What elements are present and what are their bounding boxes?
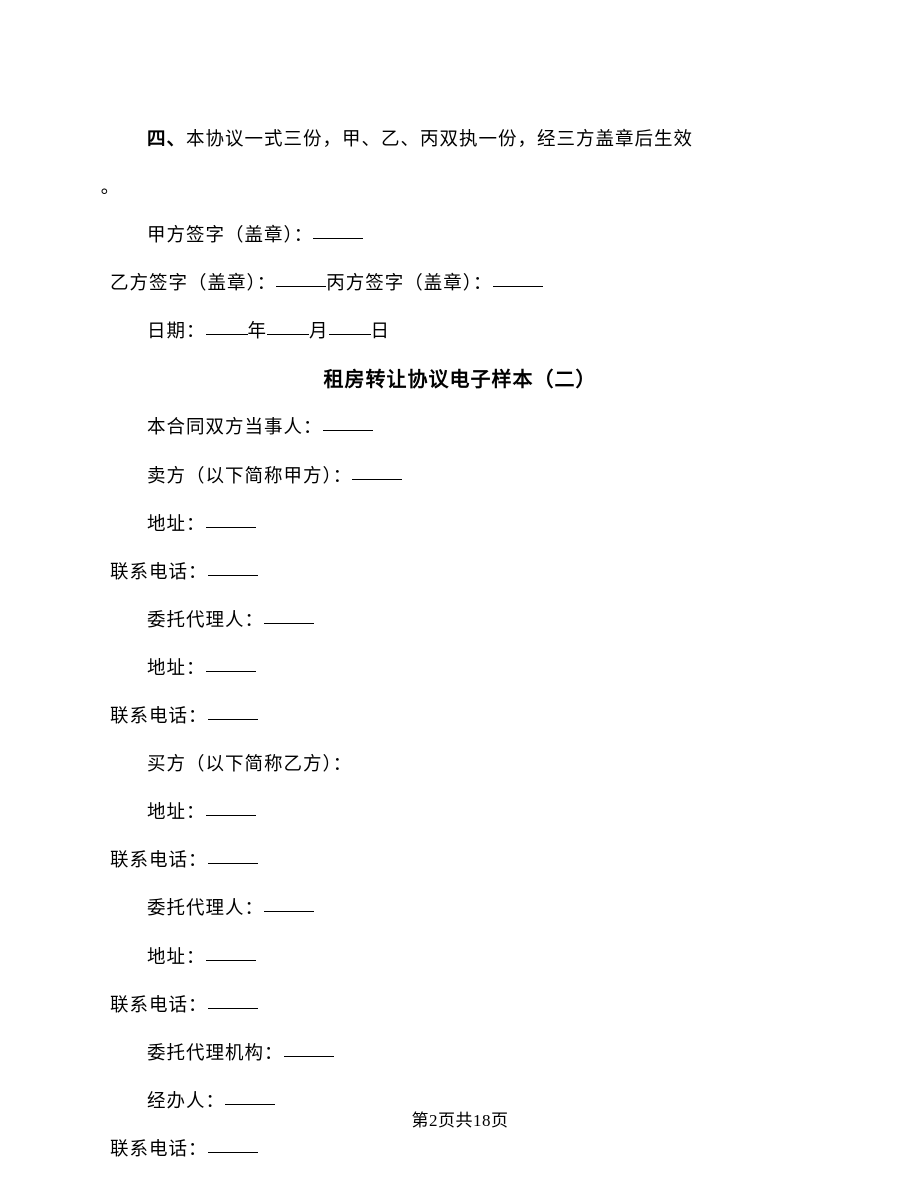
- blank-underline: [206, 317, 248, 336]
- document-title: 租房转让协议电子样本（二）: [110, 356, 810, 404]
- signature-date: 日期： 年 月 日: [110, 308, 810, 356]
- signature-party-a: 甲方签字（盖章）：: [110, 212, 810, 260]
- field-phone-5: 联系电话：: [110, 1126, 810, 1174]
- blank-underline: [284, 1038, 334, 1057]
- document-page: 四、本协议一式三份，甲、乙、丙双执一份，经三方盖章后生效 。 甲方签字（盖章）：…: [0, 0, 920, 1174]
- field-phone-3: 联系电话：: [110, 837, 810, 885]
- field-phone-1: 联系电话：: [110, 549, 810, 597]
- day-suffix: 日: [371, 322, 391, 342]
- party-a-label: 甲方签字（盖章）：: [147, 226, 313, 246]
- field-address-3: 地址：: [110, 789, 810, 837]
- section-four-trailing: 。: [110, 164, 810, 212]
- section-four-label: 四、: [147, 128, 186, 149]
- blank-underline: [329, 317, 371, 336]
- date-label: 日期：: [147, 322, 206, 342]
- field-address-1: 地址：: [110, 501, 810, 549]
- blank-underline: [208, 557, 258, 576]
- field-seller: 卖方（以下简称甲方）：: [110, 453, 810, 501]
- party-c-label: 丙方签字（盖章）：: [326, 274, 492, 294]
- blank-underline: [206, 798, 256, 817]
- blank-underline: [206, 942, 256, 961]
- field-buyer: 买方（以下简称乙方）：: [110, 741, 810, 789]
- blank-underline: [208, 846, 258, 865]
- section-four-text: 本协议一式三份，甲、乙、丙双执一份，经三方盖章后生效: [186, 130, 693, 150]
- blank-underline: [208, 1134, 258, 1153]
- field-agency: 委托代理机构：: [110, 1030, 810, 1078]
- blank-underline: [493, 269, 543, 288]
- blank-underline: [208, 702, 258, 721]
- year-suffix: 年: [248, 322, 268, 342]
- blank-underline: [264, 605, 314, 624]
- blank-underline: [323, 413, 373, 432]
- blank-underline: [264, 894, 314, 913]
- blank-underline: [276, 269, 326, 288]
- signature-party-b-c: 乙方签字（盖章）： 丙方签字（盖章）：: [110, 260, 810, 308]
- field-phone-4: 联系电话：: [110, 982, 810, 1030]
- blank-underline: [206, 653, 256, 672]
- section-four: 四、本协议一式三份，甲、乙、丙双执一份，经三方盖章后生效: [110, 115, 810, 164]
- field-address-4: 地址：: [110, 934, 810, 982]
- blank-underline: [313, 221, 363, 240]
- blank-underline: [225, 1086, 275, 1105]
- page-footer: 第2页共18页: [0, 1106, 920, 1131]
- month-suffix: 月: [309, 322, 329, 342]
- field-agent-2: 委托代理人：: [110, 885, 810, 933]
- blank-underline: [208, 990, 258, 1009]
- party-b-label: 乙方签字（盖章）：: [110, 274, 276, 294]
- blank-underline: [206, 509, 256, 528]
- field-phone-2: 联系电话：: [110, 693, 810, 741]
- blank-underline: [352, 461, 402, 480]
- field-agent-1: 委托代理人：: [110, 597, 810, 645]
- blank-underline: [267, 317, 309, 336]
- field-address-2: 地址：: [110, 645, 810, 693]
- field-parties: 本合同双方当事人：: [110, 404, 810, 452]
